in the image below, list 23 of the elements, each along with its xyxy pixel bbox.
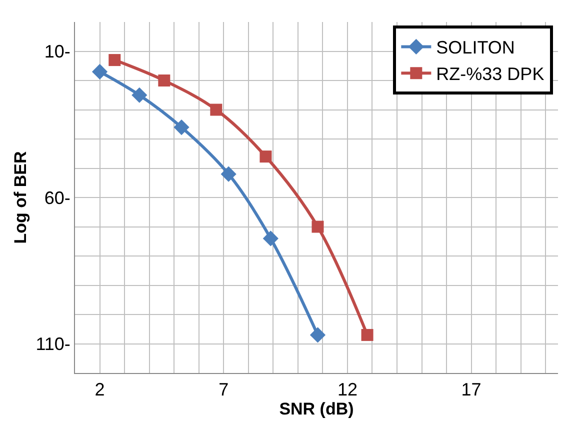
point xyxy=(158,74,170,86)
point xyxy=(262,230,278,246)
point xyxy=(361,328,374,341)
y-tick-label: 110- xyxy=(36,334,70,354)
y-tick-label: 60- xyxy=(44,188,70,208)
x-tick-label: 12 xyxy=(337,380,358,400)
point xyxy=(174,120,190,136)
point xyxy=(210,104,222,116)
x-tick-label: 7 xyxy=(218,380,229,400)
x-axis-title: SNR (dB) xyxy=(279,400,354,419)
legend-label: SOLITON xyxy=(436,38,515,58)
point xyxy=(132,87,148,103)
x-tick-label: 17 xyxy=(461,380,482,400)
y-tick-label: 10- xyxy=(44,42,70,62)
point xyxy=(260,150,272,163)
point xyxy=(108,54,121,66)
point xyxy=(310,327,326,343)
x-tick-label: 2 xyxy=(94,380,105,400)
point xyxy=(220,166,236,182)
y-axis-title: Log of BER xyxy=(11,151,30,244)
point xyxy=(92,64,108,80)
point xyxy=(312,220,324,233)
legend-label: RZ-%33 DPK xyxy=(436,64,544,84)
